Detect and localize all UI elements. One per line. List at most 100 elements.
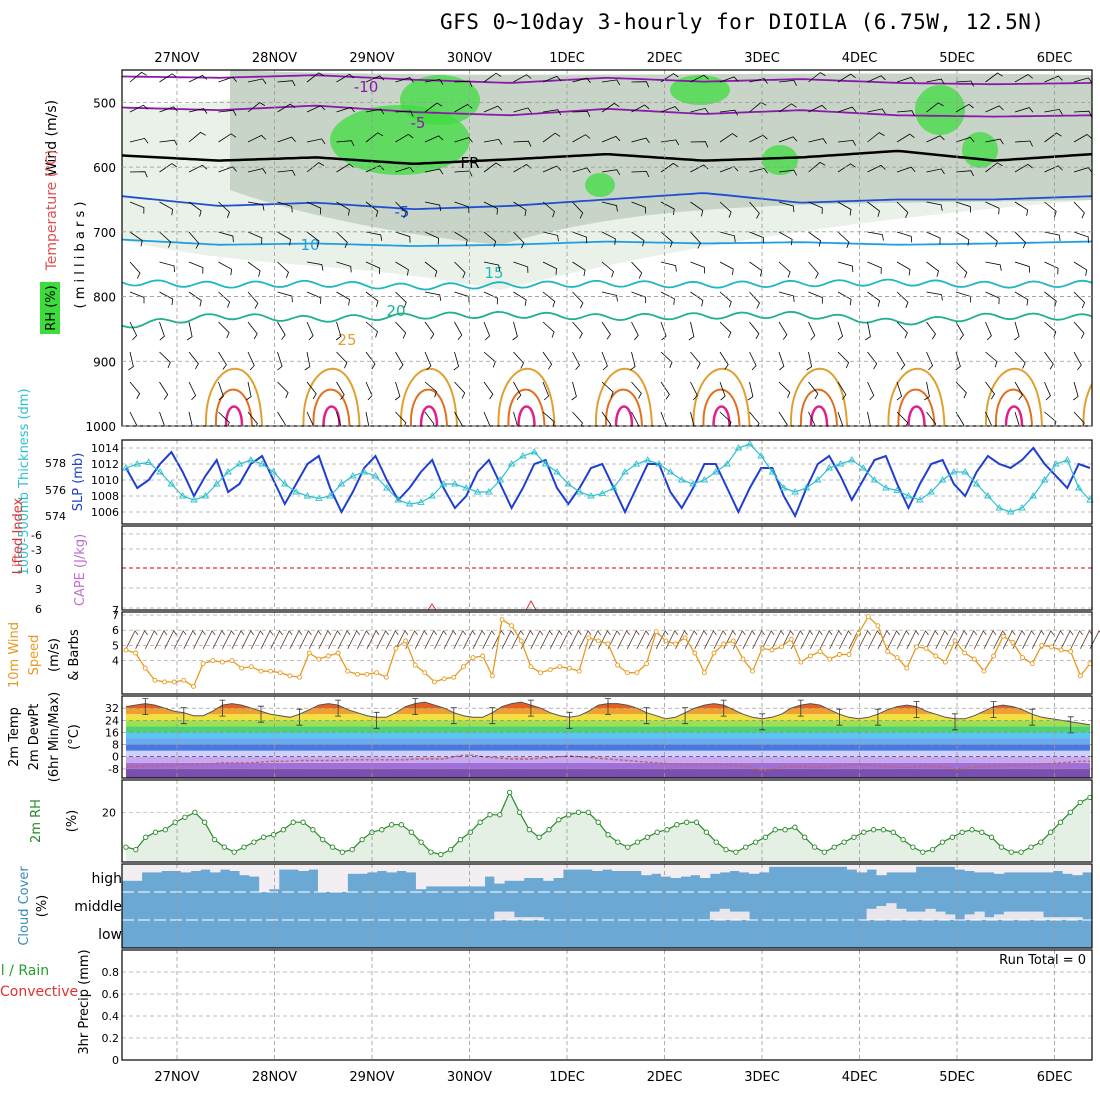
wind-barb: [542, 132, 561, 143]
cloud-high-gap: [396, 864, 407, 871]
wind-barb: [483, 321, 491, 341]
wind-barb-10m: [520, 630, 534, 650]
panel-frame-cloud: [121, 863, 1093, 949]
wind-barb: [896, 133, 915, 143]
warm-contour-25: [1082, 382, 1092, 426]
thickness-marker: [780, 484, 788, 491]
wind-barb: [572, 291, 584, 309]
wind-barb: [247, 351, 255, 371]
wind-barb: [985, 231, 998, 248]
wind-barb-10m: [366, 630, 380, 650]
wind-barb-10m: [385, 630, 399, 650]
wind-barb: [867, 132, 885, 143]
wind-barb: [306, 231, 320, 247]
warm-contour-30: [604, 388, 643, 426]
cloud-middle-gap: [1072, 917, 1083, 920]
thickness-marker: [984, 492, 992, 499]
wind-barb-10m: [125, 630, 139, 650]
wind-barb: [483, 201, 498, 215]
date-label-bottom: 2DEC: [647, 1070, 683, 1085]
thickness-marker: [814, 476, 822, 483]
wind-barb: [985, 201, 1000, 215]
wind-barb: [188, 108, 208, 114]
rh-marker: [339, 849, 346, 855]
warm-contour-25: [984, 367, 1043, 426]
wind-barb: [719, 381, 726, 401]
wind-barb-10m: [704, 630, 717, 650]
ytick-label-pressure: 1000: [85, 420, 116, 434]
wind-barb: [985, 321, 992, 341]
wind-barb: [837, 106, 857, 113]
rh-marker: [408, 829, 414, 835]
wind-barb-10m: [308, 630, 322, 650]
cloud-high-gap: [994, 864, 1005, 874]
date-label-top: 30NOV: [447, 51, 492, 66]
thickness-marker: [428, 492, 436, 499]
ylabel-precip-convective: Convective: [0, 984, 78, 1000]
series-line-thickness: [125, 443, 1091, 513]
wind-barb: [778, 201, 795, 213]
wind-barb: [247, 168, 267, 174]
wind-barb: [837, 139, 856, 146]
cloud-high-gap: [660, 864, 672, 877]
rh-marker: [910, 844, 916, 850]
wind-barb: [454, 137, 473, 143]
ytick-label-wind: 6: [112, 624, 119, 637]
cloud-middle-gap: [876, 906, 887, 920]
thickness-marker: [224, 468, 232, 475]
wind-barb: [985, 105, 1004, 113]
wind-barb: [778, 103, 797, 113]
wind-barb: [719, 261, 734, 276]
speed-marker: [1010, 639, 1016, 645]
wind-barb: [1044, 351, 1054, 370]
wind-barb: [454, 381, 466, 399]
series-line-speed: [125, 615, 1091, 688]
cloud-high-gap: [141, 864, 152, 873]
speed-marker: [316, 656, 322, 662]
rh-marker: [536, 834, 542, 840]
thickness-marker: [870, 476, 879, 483]
rh-marker: [388, 822, 395, 828]
wind-barb: [806, 351, 813, 371]
wind-barb: [985, 261, 1002, 271]
speed-marker: [248, 664, 254, 670]
wind-barb: [601, 411, 612, 426]
wind-barb: [513, 381, 522, 400]
speed-marker: [518, 638, 524, 644]
cloud-high-gap: [749, 864, 760, 874]
axis-labels: 27NOV 27NOV 28NOV 28NOV 29NOV 29NOV 30NOV 30NOV…: [0, 51, 1092, 1085]
cloud-high-gap: [856, 864, 868, 873]
ytick-label-rh: 20: [102, 806, 116, 819]
wind-barb-10m: [598, 630, 611, 650]
page-title: GFS 0~10day 3-hourly for DIOILA (6.75W, …: [440, 10, 1045, 34]
wind-barb: [1044, 132, 1062, 143]
isotherm-label: -5: [395, 203, 410, 221]
wind-barb-10m: [819, 630, 833, 650]
wind-barb: [247, 411, 258, 426]
wind-barb-10m: [945, 630, 958, 650]
temp-minmax-bar: [836, 708, 843, 726]
rh-marker: [1067, 809, 1073, 815]
rh-marker: [1077, 799, 1083, 806]
wind-barb: [483, 231, 497, 248]
wind-barb: [955, 80, 974, 87]
wind-barb: [867, 351, 878, 370]
wind-barb: [808, 381, 819, 400]
wind-barb: [955, 261, 968, 279]
wind-barb-10m: [357, 630, 370, 650]
wind-barb: [159, 163, 178, 173]
thickness-marker: [632, 460, 641, 467]
wind-barb: [572, 167, 591, 173]
warm-contour-25: [789, 367, 848, 426]
cloud-high-gap: [827, 864, 838, 867]
wind-barb: [483, 162, 502, 173]
thickness-marker: [371, 472, 380, 479]
wind-barb: [808, 231, 822, 247]
rh-marker: [477, 819, 483, 825]
wind-barb: [601, 351, 608, 371]
cloud-high-gap: [788, 864, 799, 867]
wind-barb: [778, 381, 791, 399]
wind-barb: [513, 231, 525, 249]
rh-marker: [595, 819, 601, 825]
speed-marker: [952, 638, 958, 644]
